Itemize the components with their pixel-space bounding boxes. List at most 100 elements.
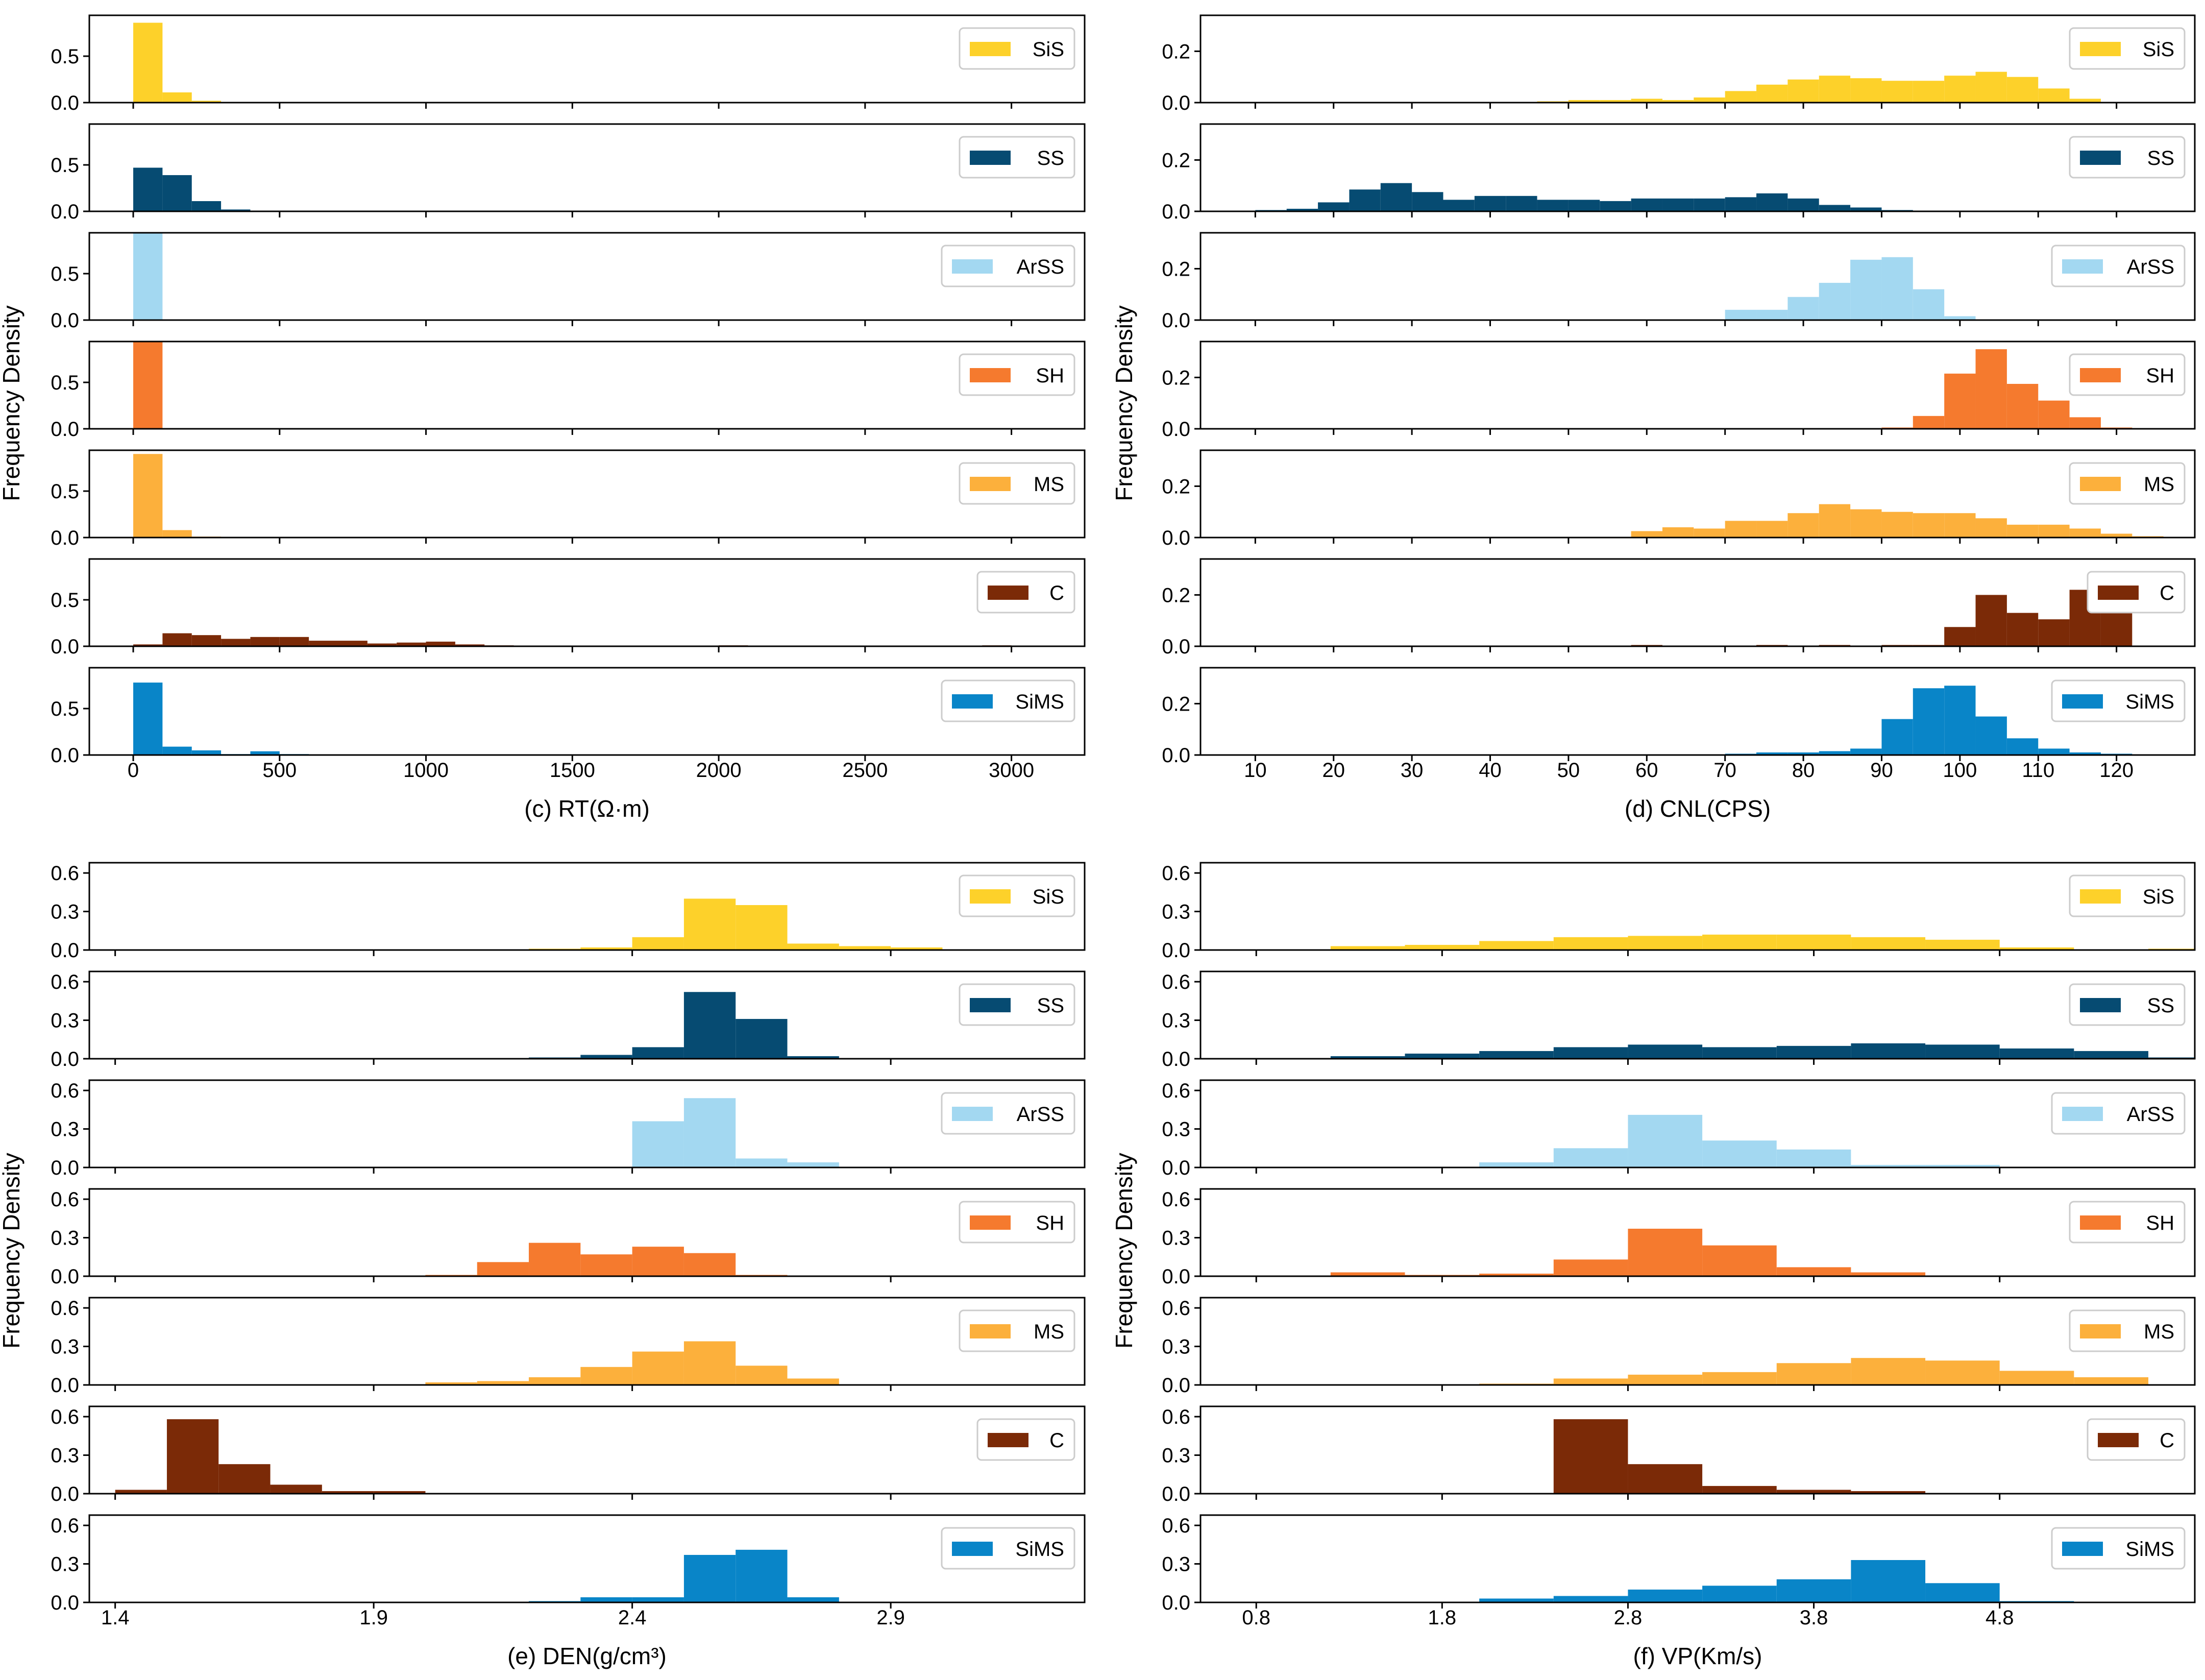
histogram-bar: [1330, 1272, 1405, 1276]
histogram-bar: [1776, 1149, 1851, 1167]
histogram-bar: [1819, 504, 1851, 538]
y-tick-label: 0.5: [51, 698, 79, 720]
legend-swatch: [970, 368, 1011, 382]
legend-swatch: [2080, 42, 2121, 56]
histogram-bar: [1628, 936, 1703, 950]
histogram-bar: [2069, 99, 2101, 103]
histogram-bar: [1787, 513, 1819, 538]
histogram-bar: [1568, 200, 1600, 211]
panel-f-SH: 0.0 0.3 0.6 SH: [1162, 1188, 2196, 1288]
histogram-bar: [309, 641, 338, 646]
legend-label: SS: [2147, 147, 2174, 169]
histogram-bar: [839, 946, 891, 950]
panel-c-SiS: 0.0 0.5 SiS: [51, 14, 1086, 114]
panel-frame: [1199, 1405, 2196, 1495]
histogram-bar: [367, 643, 397, 646]
histogram-bar: [1756, 521, 1788, 538]
legend-SH: SH: [2069, 1201, 2186, 1244]
y-tick-label: 0.0: [51, 1048, 79, 1070]
histogram-bar: [1913, 513, 1945, 538]
y-tick-label: 0.6: [51, 1188, 79, 1211]
histogram-bar: [1851, 1491, 1926, 1494]
y-tick-label: 0.0: [51, 744, 79, 767]
histogram-bar: [683, 898, 736, 950]
histogram-bar: [1479, 941, 1554, 950]
x-tick-label: 10: [1244, 759, 1267, 782]
histogram-bar: [1702, 1372, 1777, 1385]
histogram-bar: [2038, 619, 2070, 646]
histogram-bar: [250, 751, 280, 755]
y-tick-label: 0.5: [51, 589, 79, 612]
histogram-bar: [891, 947, 943, 950]
x-tick-label: 30: [1401, 759, 1424, 782]
histogram-bar: [1349, 189, 1381, 211]
histogram-bar: [1881, 719, 1913, 755]
legend-label: C: [1049, 1429, 1064, 1452]
y-tick-label: 0.0: [51, 636, 79, 658]
y-tick-label: 0.6: [1162, 862, 1190, 885]
histogram-bar: [1787, 198, 1819, 211]
histogram-bar: [162, 175, 192, 211]
y-tick-label: 0.0: [1162, 309, 1190, 332]
panel-frame: [1199, 1079, 2196, 1168]
y-tick-label: 0.6: [1162, 1188, 1190, 1211]
legend-label: SS: [1037, 994, 1064, 1017]
histogram-bar: [1851, 1358, 1926, 1385]
y-axis-label: Frequency Density: [0, 305, 24, 501]
legend-label: SH: [1036, 1212, 1064, 1234]
x-tick-label: 50: [1557, 759, 1580, 782]
y-tick-label: 0.3: [1162, 901, 1190, 923]
legend-label: SiS: [2143, 886, 2174, 908]
y-tick-label: 0.6: [1162, 1406, 1190, 1428]
histogram-bar: [1628, 1228, 1703, 1276]
y-tick-label: 0.0: [1162, 1483, 1190, 1505]
histogram-bar: [1850, 509, 1882, 538]
panel-f-SS: 0.0 0.3 0.6 SS: [1162, 970, 2196, 1070]
histogram-bar: [1725, 91, 1757, 103]
histogram-bar: [2074, 1377, 2148, 1385]
histogram-bar: [683, 992, 736, 1059]
legend-swatch: [2080, 368, 2121, 382]
legend-swatch: [952, 1542, 993, 1556]
legend-box: [941, 1092, 1075, 1135]
legend-C: C: [976, 571, 1075, 614]
panel-frame: [1199, 1297, 2196, 1386]
legend-box: [2069, 983, 2186, 1026]
histogram-bar: [736, 1366, 788, 1385]
histogram-bar: [1819, 76, 1851, 103]
histogram-bar: [736, 1549, 788, 1602]
histogram-bar: [322, 1491, 374, 1494]
histogram-bar: [736, 905, 788, 950]
legend-box: [2069, 27, 2186, 70]
legend-swatch: [2062, 1542, 2103, 1556]
y-tick-label: 0.2: [1162, 40, 1190, 63]
panel-d-SH: 0.0 0.2 SH: [1162, 340, 2196, 441]
histogram-bar: [683, 1253, 736, 1276]
histogram-bar: [1975, 595, 2007, 646]
x-tick-label: 2.9: [876, 1606, 905, 1629]
legend-box: [959, 27, 1075, 70]
panel-frame: [1199, 558, 2196, 647]
legend-swatch: [970, 1215, 1011, 1230]
histogram-bar: [1537, 200, 1569, 211]
y-tick-label: 0.2: [1162, 584, 1190, 606]
x-tick-label: 0: [128, 759, 139, 782]
legend-swatch: [970, 42, 1011, 56]
histogram-bar: [279, 637, 309, 646]
legend-SiS: SiS: [959, 874, 1075, 917]
histogram-bar: [1628, 1044, 1703, 1059]
legend-SiS: SiS: [959, 27, 1075, 70]
histogram-bar: [1925, 1164, 2000, 1167]
legend-swatch: [2062, 1107, 2103, 1121]
legend-swatch: [988, 1433, 1028, 1447]
histogram-bar: [162, 746, 192, 755]
y-tick-label: 0.0: [51, 201, 79, 223]
legend-SiMS: SiMS: [2051, 679, 2186, 722]
y-tick-label: 0.3: [1162, 1336, 1190, 1358]
x-tick-label: 110: [2022, 759, 2054, 782]
legend-label: SS: [1037, 147, 1064, 169]
histogram-bar: [115, 1490, 167, 1494]
histogram-bar: [1694, 198, 1725, 211]
y-tick-label: 0.0: [51, 309, 79, 332]
legend-swatch: [970, 889, 1011, 904]
